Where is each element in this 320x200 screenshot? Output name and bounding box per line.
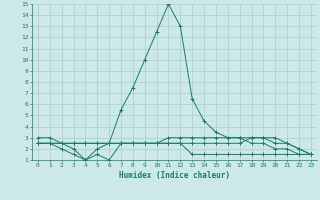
X-axis label: Humidex (Indice chaleur): Humidex (Indice chaleur) [119, 171, 230, 180]
